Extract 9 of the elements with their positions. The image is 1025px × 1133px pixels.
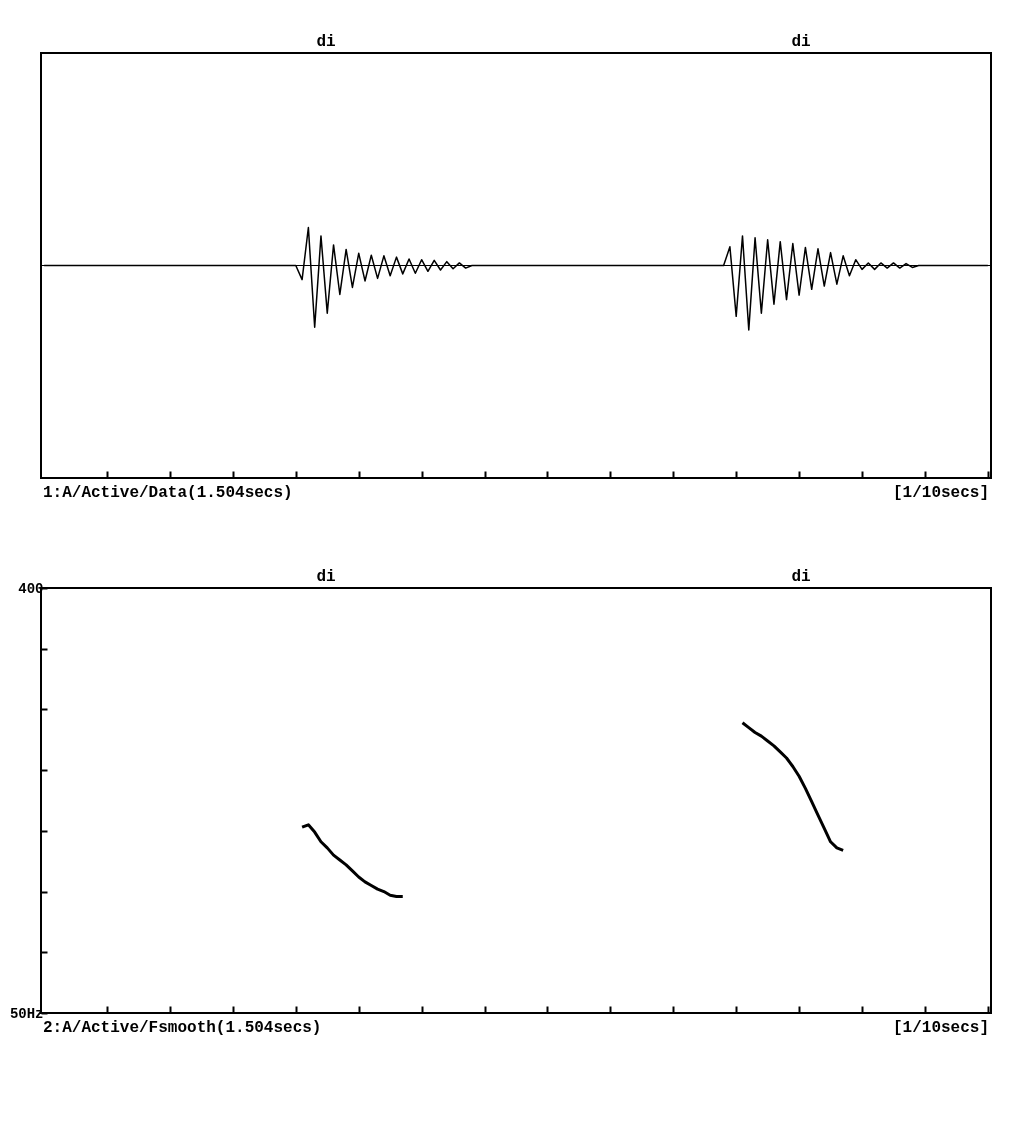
text: [1/10secs] — [892, 1019, 989, 1037]
text: 2:A/Active/Fsmooth(1.504secs) — [43, 1019, 322, 1037]
text: di — [316, 33, 336, 51]
text: 1:A/Active/Data(1.504secs) — [43, 484, 293, 502]
text: di — [791, 33, 811, 51]
text: di — [791, 568, 811, 586]
text: [1/10secs] — [892, 484, 989, 502]
text: di — [316, 568, 336, 586]
y-tick-label: 50Hz — [9, 1005, 44, 1022]
